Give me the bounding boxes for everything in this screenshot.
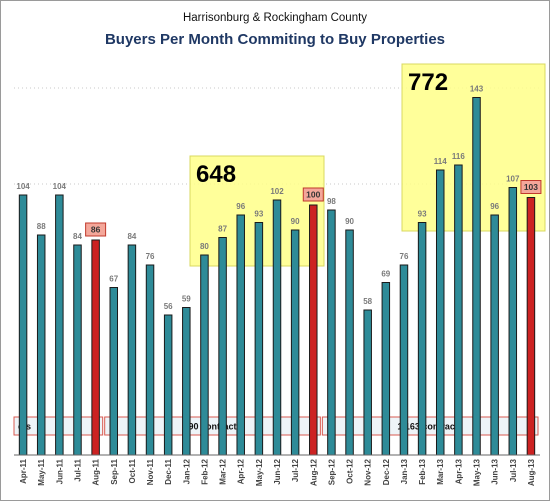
x-tick-label: Jul-12 — [291, 458, 300, 482]
x-tick-label: Aug-11 — [92, 458, 101, 485]
period-total-label: 1,163 contracts — [397, 422, 463, 432]
bar — [236, 214, 245, 456]
x-tick-label: Apr-11 — [19, 458, 28, 483]
bar-highlight — [309, 204, 318, 456]
bar — [454, 164, 463, 456]
data-label: 116 — [452, 152, 465, 161]
data-label: 56 — [164, 302, 173, 311]
bar — [345, 229, 354, 456]
period-count-label: 772 — [408, 69, 448, 96]
data-label: 67 — [109, 275, 118, 284]
data-label: 104 — [16, 182, 30, 191]
bar — [163, 314, 173, 456]
bar — [55, 194, 64, 456]
x-tick-label: Apr-13 — [454, 458, 463, 484]
data-label: 143 — [470, 85, 484, 94]
bar-highlight — [91, 239, 100, 456]
bar — [327, 209, 336, 456]
x-tick-label: Mar-13 — [436, 458, 445, 484]
bar — [73, 244, 82, 456]
x-tick-label: Dec-12 — [382, 458, 391, 485]
x-tick-label: Mar-12 — [219, 458, 228, 484]
bar — [508, 187, 518, 456]
data-label: 76 — [400, 252, 409, 261]
data-label: 96 — [236, 202, 245, 211]
bar — [381, 282, 391, 456]
data-label: 76 — [146, 252, 155, 261]
data-label: 114 — [434, 157, 447, 166]
bar — [109, 287, 119, 456]
bar — [254, 222, 264, 456]
x-tick-label: May-12 — [255, 458, 264, 486]
bar — [272, 199, 282, 456]
bar — [472, 97, 481, 456]
data-label: 98 — [327, 197, 336, 206]
chart-subtitle: Harrisonburg & Rockingham County — [182, 12, 368, 24]
x-tick-label: Aug-12 — [309, 458, 318, 486]
data-label: 104 — [53, 182, 67, 191]
chart-title: Buyers Per Month Commiting to Buy Proper… — [104, 31, 446, 48]
data-label: 96 — [490, 202, 499, 211]
data-label: 84 — [127, 232, 136, 241]
bar — [145, 264, 155, 456]
data-label-box — [520, 180, 542, 194]
x-tick-label: Oct-11 — [128, 458, 137, 483]
x-tick-label: Dec-11 — [164, 458, 173, 484]
data-label: 107 — [506, 175, 520, 184]
data-label: 93 — [418, 210, 427, 219]
x-tick-label: Sep-11 — [110, 458, 119, 484]
bar — [218, 237, 227, 456]
period-count-label: 648 — [196, 161, 236, 188]
x-tick-label: May-13 — [473, 458, 482, 486]
data-label: 84 — [73, 232, 82, 241]
data-label: 102 — [270, 187, 284, 196]
x-tick-label: Jun-11 — [55, 458, 64, 484]
bar — [36, 234, 46, 456]
data-label: 69 — [381, 270, 390, 279]
x-tick-label: Feb-12 — [200, 458, 209, 484]
data-label: 90 — [291, 217, 300, 226]
data-label: 93 — [254, 210, 263, 219]
bar — [18, 194, 28, 456]
x-tick-label: May-11 — [37, 458, 46, 485]
bar — [182, 307, 191, 456]
data-label: 58 — [363, 297, 372, 306]
period-total-box — [321, 416, 539, 436]
bar — [200, 254, 209, 456]
x-tick-label: Apr-12 — [237, 458, 246, 484]
data-label-box — [85, 222, 107, 237]
x-tick-label: Nov-11 — [146, 458, 155, 485]
data-label: 88 — [37, 222, 46, 231]
data-label: 80 — [200, 242, 209, 251]
x-tick-label: Jan-13 — [400, 458, 409, 484]
x-tick-label: Nov-12 — [364, 458, 373, 485]
bar — [490, 214, 499, 456]
period-total-label: 990 contracts — [184, 422, 242, 432]
bar — [363, 309, 372, 456]
bar — [127, 244, 137, 456]
data-label-box — [302, 187, 324, 202]
data-label: 103 — [524, 182, 538, 192]
bar — [399, 264, 409, 456]
bar — [417, 222, 427, 456]
data-label: 90 — [345, 217, 354, 226]
bar — [290, 229, 300, 456]
bar — [435, 169, 445, 456]
x-tick-label: Feb-13 — [418, 458, 427, 484]
x-tick-label: Jan-12 — [182, 458, 191, 484]
data-label: 87 — [218, 225, 227, 234]
data-label: 100 — [306, 190, 320, 200]
x-tick-label: Sep-12 — [327, 458, 336, 485]
bar-highlight — [526, 197, 536, 456]
x-tick-label: Jun-13 — [491, 458, 500, 484]
data-label: 59 — [182, 295, 191, 304]
x-tick-label: Jun-12 — [273, 458, 282, 484]
period-total-box — [104, 416, 321, 436]
x-tick-label: Jul-13 — [509, 458, 518, 482]
x-tick-label: Jul-11 — [73, 458, 82, 481]
x-tick-label: Oct-12 — [346, 458, 355, 483]
x-tick-label: Aug-13 — [527, 458, 536, 486]
data-label: 86 — [91, 225, 101, 235]
